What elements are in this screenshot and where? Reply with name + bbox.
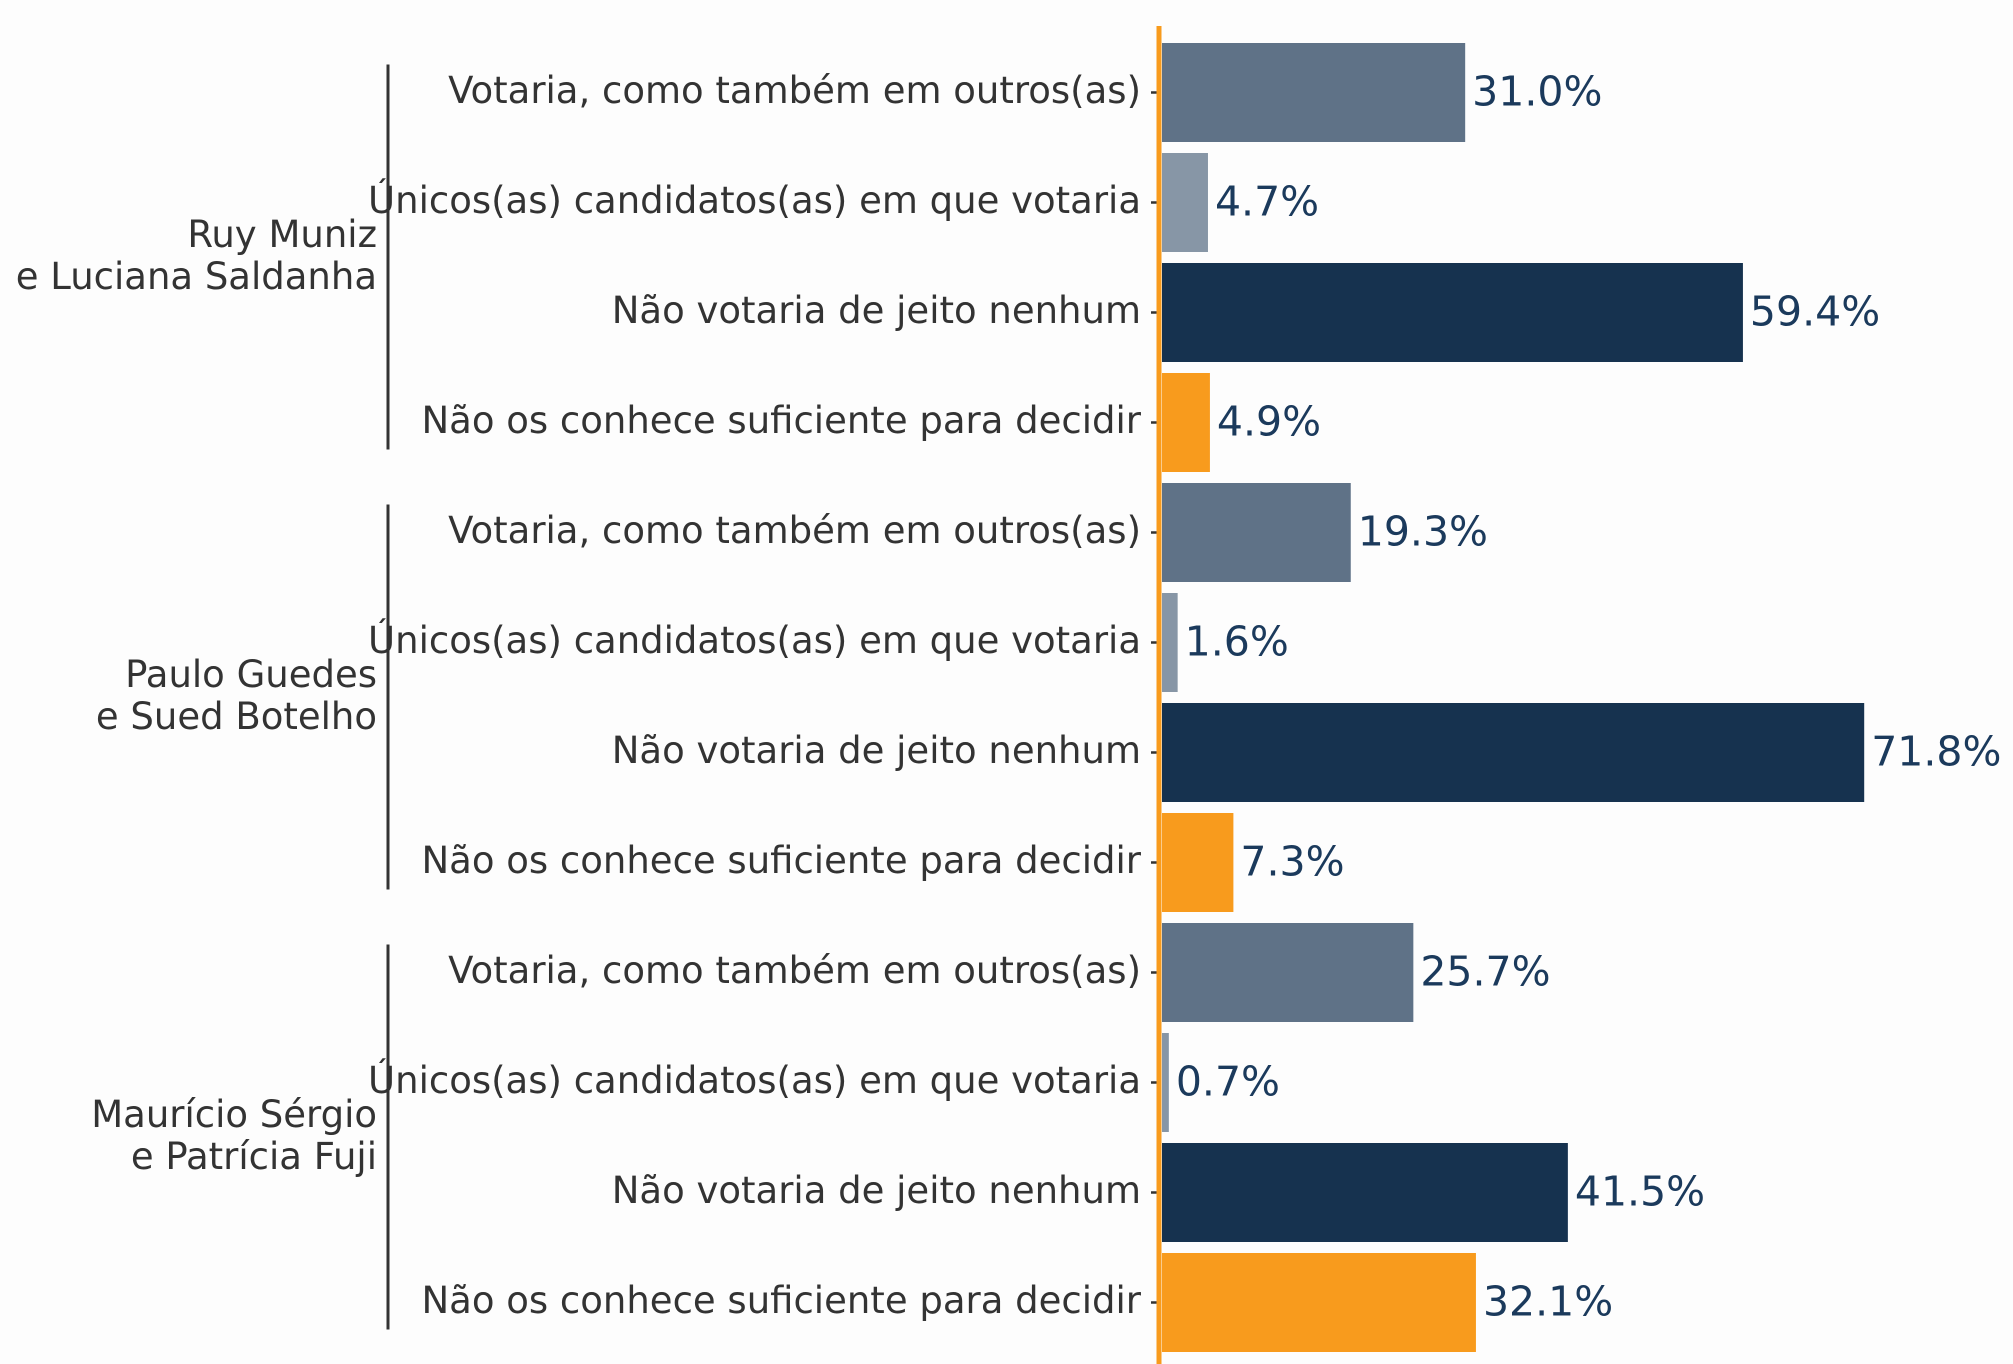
bar bbox=[1162, 1253, 1476, 1352]
value-label: 31.0% bbox=[1472, 68, 1602, 116]
value-label: 59.4% bbox=[1750, 288, 1880, 336]
category-label: Votaria, como também em outros(as) bbox=[448, 509, 1141, 552]
value-label: 7.3% bbox=[1240, 838, 1344, 886]
bar bbox=[1162, 593, 1178, 692]
bar bbox=[1162, 483, 1351, 582]
group-label: e Sued Botelho bbox=[96, 695, 377, 738]
bar bbox=[1162, 153, 1208, 252]
value-label: 0.7% bbox=[1176, 1058, 1280, 1106]
bar bbox=[1162, 263, 1743, 362]
bar bbox=[1162, 703, 1865, 802]
bar bbox=[1162, 923, 1414, 1022]
category-label: Únicos(as) candidatos(as) em que votaria bbox=[368, 618, 1141, 662]
value-label: 4.9% bbox=[1217, 398, 1321, 446]
category-label: Únicos(as) candidatos(as) em que votaria bbox=[368, 1058, 1141, 1102]
category-label: Não os conhece suficiente para decidir bbox=[422, 1279, 1142, 1322]
bar bbox=[1162, 813, 1234, 912]
category-label: Únicos(as) candidatos(as) em que votaria bbox=[368, 178, 1141, 222]
value-label: 25.7% bbox=[1420, 948, 1550, 996]
bar bbox=[1162, 373, 1210, 472]
category-label: Não votaria de jeito nenhum bbox=[612, 289, 1141, 332]
group-label: Ruy Muniz bbox=[187, 213, 377, 256]
group-label: e Patrícia Fuji bbox=[131, 1135, 377, 1178]
category-label: Não votaria de jeito nenhum bbox=[612, 1169, 1141, 1212]
value-label: 41.5% bbox=[1575, 1168, 1705, 1216]
category-label: Não os conhece suficiente para decidir bbox=[422, 399, 1142, 442]
value-label: 19.3% bbox=[1358, 508, 1488, 556]
group-label: Paulo Guedes bbox=[125, 653, 377, 696]
value-label: 4.7% bbox=[1215, 178, 1319, 226]
group-label: e Luciana Saldanha bbox=[16, 255, 377, 298]
value-label: 71.8% bbox=[1871, 728, 2001, 776]
bar bbox=[1162, 43, 1466, 142]
bar bbox=[1162, 1033, 1169, 1132]
value-label: 32.1% bbox=[1483, 1278, 1613, 1326]
category-label: Não votaria de jeito nenhum bbox=[612, 729, 1141, 772]
category-label: Votaria, como também em outros(as) bbox=[448, 69, 1141, 112]
bar bbox=[1162, 1143, 1568, 1242]
group-label: Maurício Sérgio bbox=[91, 1093, 377, 1136]
category-label: Não os conhece suficiente para decidir bbox=[422, 839, 1142, 882]
category-label: Votaria, como também em outros(as) bbox=[448, 949, 1141, 992]
value-label: 1.6% bbox=[1185, 618, 1289, 666]
